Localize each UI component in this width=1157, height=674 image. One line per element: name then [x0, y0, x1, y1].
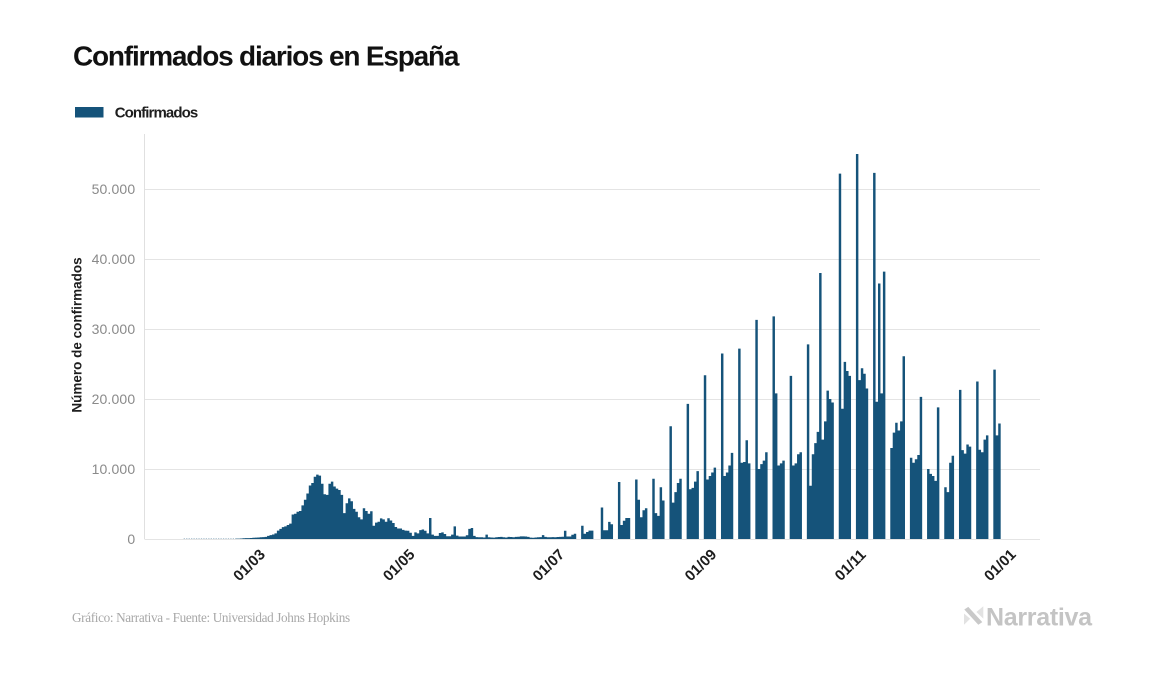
svg-text:01/09: 01/09: [682, 546, 721, 585]
svg-text:01/03: 01/03: [230, 546, 269, 585]
svg-text:01/05: 01/05: [380, 546, 419, 585]
svg-text:Confirmados: Confirmados: [115, 104, 198, 121]
svg-text:01/01: 01/01: [981, 546, 1020, 585]
svg-text:10.000: 10.000: [92, 461, 136, 477]
svg-text:01/07: 01/07: [530, 546, 569, 585]
svg-text:Gráfico: Narrativa - Fuente: U: Gráfico: Narrativa - Fuente: Universidad…: [72, 610, 350, 625]
svg-text:Confirmados diarios en España: Confirmados diarios en España: [73, 41, 460, 72]
svg-text:0: 0: [127, 531, 135, 547]
svg-text:20.000: 20.000: [92, 391, 136, 407]
svg-text:40.000: 40.000: [92, 251, 136, 267]
svg-text:50.000: 50.000: [92, 181, 136, 197]
svg-text:Número de confirmados: Número de confirmados: [70, 257, 85, 412]
svg-text:30.000: 30.000: [92, 321, 136, 337]
svg-text:01/11: 01/11: [832, 546, 870, 584]
svg-text:Narrativa: Narrativa: [986, 604, 1093, 632]
